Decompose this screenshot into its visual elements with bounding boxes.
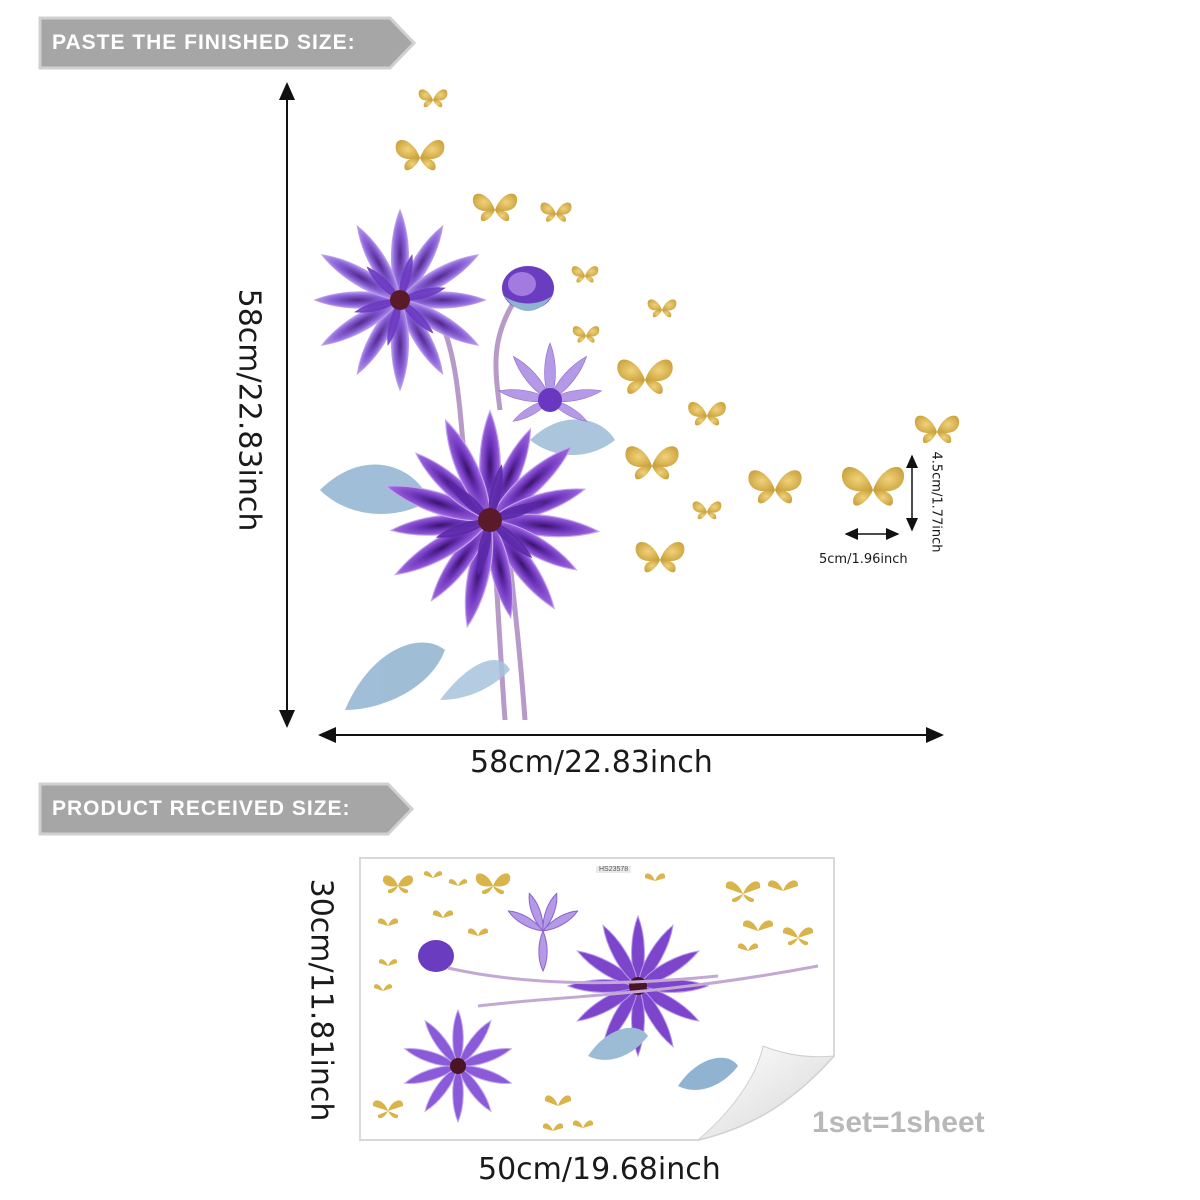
butterfly-width-label: 5cm/1.96inch bbox=[819, 552, 908, 567]
finished-width-label: 58cm/22.83inch bbox=[470, 745, 713, 780]
received-size-banner: PRODUCT RECEIVED SIZE: bbox=[38, 782, 416, 836]
finished-size-title: PASTE THE FINISHED SIZE: bbox=[52, 31, 356, 54]
finished-height-label: 58cm/22.83inch bbox=[231, 288, 267, 532]
butterfly-height-label: 4.5cm/1.77inch bbox=[928, 451, 944, 553]
received-height-label: 30cm/11.81inch bbox=[303, 878, 339, 1122]
sheet-product-code: HS23578 bbox=[596, 866, 632, 873]
received-size-title: PRODUCT RECEIVED SIZE: bbox=[52, 797, 351, 820]
received-width-label: 50cm/19.68inch bbox=[478, 1152, 721, 1187]
product-sheet: HS23578 bbox=[358, 856, 836, 1142]
banner-arrow-shape bbox=[38, 782, 415, 836]
sheet-illustration bbox=[359, 857, 836, 1141]
leaves bbox=[320, 419, 615, 710]
set-quantity-label: 1set=1sheet bbox=[812, 1106, 985, 1139]
flower-large bbox=[382, 410, 601, 630]
flower-middle bbox=[497, 342, 603, 426]
banner-arrow-shape bbox=[38, 16, 417, 70]
flower-top-left bbox=[314, 209, 486, 391]
flower-bud bbox=[502, 266, 554, 311]
finished-size-banner: PASTE THE FINISHED SIZE: bbox=[38, 16, 418, 70]
